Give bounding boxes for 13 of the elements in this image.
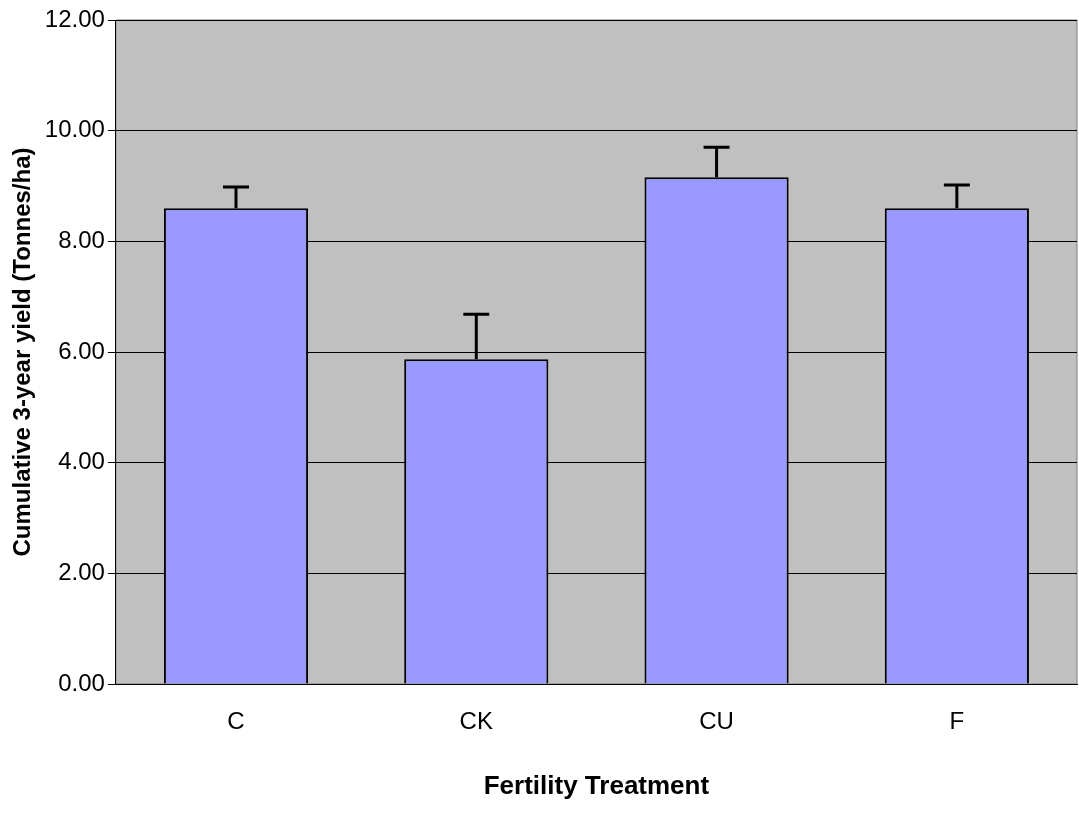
x-axis-title: Fertility Treatment xyxy=(483,769,710,800)
y-tick-label: 0.00 xyxy=(58,668,105,696)
y-axis-title: Cumulative 3-year yield (Tonnes/ha) xyxy=(8,147,36,557)
x-tick-label: CU xyxy=(699,707,734,735)
y-tick-label: 8.00 xyxy=(58,225,105,253)
y-tick-label: 2.00 xyxy=(58,557,105,585)
x-tick-label: C xyxy=(227,707,245,735)
y-tick-label: 6.00 xyxy=(58,336,105,364)
y-tick-label: 4.00 xyxy=(58,447,105,475)
y-tick-label: 12.00 xyxy=(44,4,105,32)
x-tick-label: F xyxy=(949,707,965,735)
y-tick-label: 10.00 xyxy=(44,115,105,143)
x-tick-label: CK xyxy=(459,707,493,735)
